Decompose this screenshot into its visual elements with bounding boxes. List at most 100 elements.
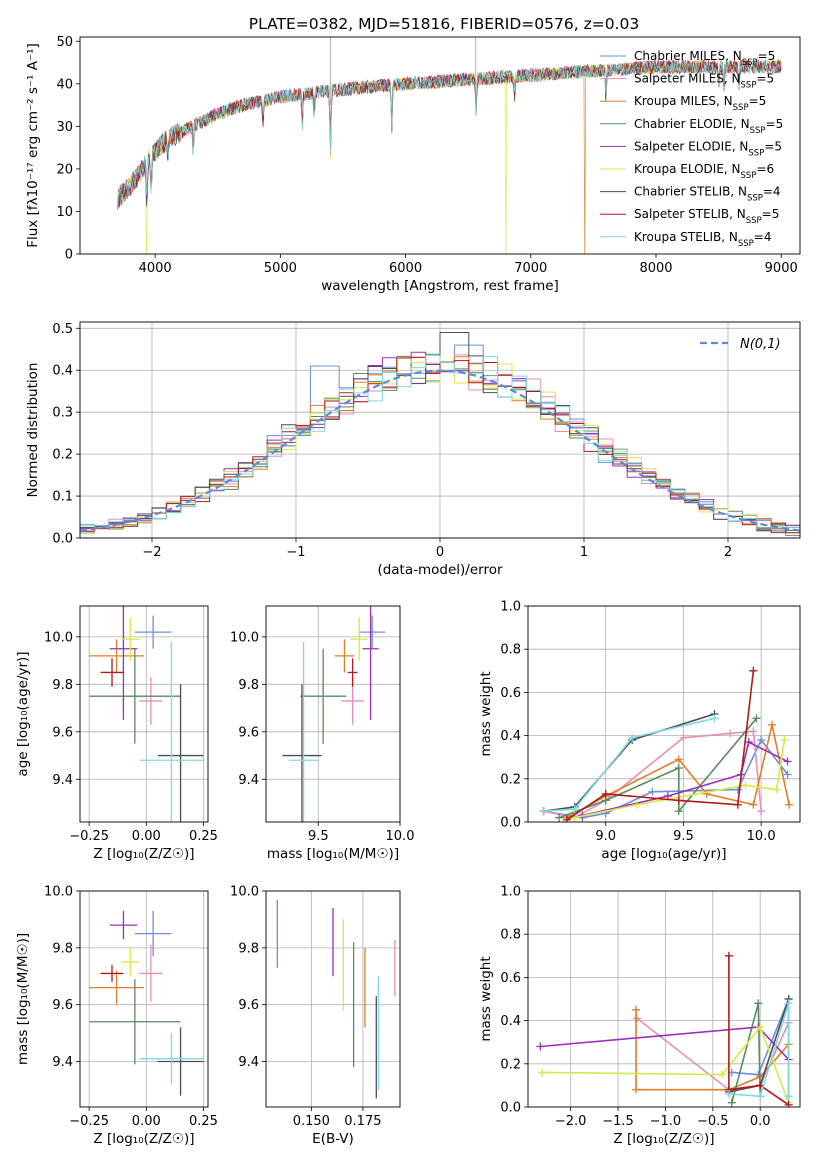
chart-title: PLATE=0382, MJD=51816, FIBERID=0576, z=0… xyxy=(249,15,639,33)
x-tick-label: 0.25 xyxy=(189,1114,218,1129)
mass-weight-marker xyxy=(749,800,758,809)
axes-frame xyxy=(265,890,401,1108)
x-tick-label: 9000 xyxy=(765,261,798,276)
axes-frame xyxy=(79,321,801,539)
mass-weight-marker xyxy=(757,807,766,816)
mass-weight-marker xyxy=(601,789,610,798)
legend-label-krou_stelib: Kroupa STELIB, NSSP=4 xyxy=(634,230,772,249)
y-tick-label: 9.6 xyxy=(238,998,259,1013)
errorbar-chab_miles xyxy=(134,910,172,957)
mass-weight-marker xyxy=(628,733,637,742)
y-tick-label: 10.0 xyxy=(230,885,259,900)
mass-weight-marker xyxy=(570,805,579,814)
errorbar-salp_stelib xyxy=(100,658,124,687)
legend-label-salp_elodie: Salpeter ELODIE, NSSP=5 xyxy=(634,139,782,158)
legend-label-krou_elodie: Kroupa ELODIE, NSSP=6 xyxy=(634,162,774,181)
y-tick-label: 9.8 xyxy=(52,941,73,956)
y-tick-label: 0.0 xyxy=(500,816,521,831)
mass-weight-series-krou_stelib xyxy=(543,717,715,812)
x-tick-label: 0.150 xyxy=(293,1114,330,1129)
y-axis-label: Normed distribution xyxy=(25,363,41,498)
x-tick-label: 9.0 xyxy=(595,829,616,844)
mass-weight-series-krou_stelib xyxy=(728,1003,790,1098)
y-tick-label: 1.0 xyxy=(500,600,521,615)
mass-weight-marker xyxy=(768,720,777,729)
x-tick-label: 9.5 xyxy=(673,829,694,844)
y-axis-label: Flux [fλ10⁻¹⁷ erg cm⁻² s⁻¹ A⁻¹] xyxy=(25,43,41,248)
x-tick-label: 8000 xyxy=(639,261,672,276)
mass-weight-marker xyxy=(724,951,733,960)
mass-weight-marker xyxy=(784,1092,793,1101)
mass-weight-marker xyxy=(632,1005,641,1014)
y-tick-label: 0.4 xyxy=(500,729,521,744)
x-tick-label: 4000 xyxy=(139,261,172,276)
mass-weight-marker xyxy=(724,1090,733,1099)
axes-frame xyxy=(79,890,209,1108)
mass-weight-marker xyxy=(783,770,792,779)
y-tick-label: 0.4 xyxy=(500,1014,521,1029)
errorbar-chab_miles xyxy=(134,615,172,649)
y-tick-label: 50 xyxy=(56,35,73,50)
legend-label-chab_miles: Chabrier MILES, NSSP=5 xyxy=(634,49,775,68)
x-axis-label: age [log₁₀(age/yr)] xyxy=(601,846,726,862)
y-tick-label: 9.6 xyxy=(52,725,73,740)
errorbar-krou_miles xyxy=(334,639,355,673)
y-tick-label: 0.0 xyxy=(500,1101,521,1116)
gaussian-curve xyxy=(80,369,800,532)
x-tick-label: −1 xyxy=(286,545,305,560)
spectrum-panel: 4000 5000 6000 7000 8000 9000 0 10 20 30 40 50 wavel… xyxy=(25,15,801,294)
mass-weight-marker xyxy=(538,1068,547,1077)
y-tick-label: 10.0 xyxy=(230,630,259,645)
x-axis-label: wavelength [Angstrom, rest frame] xyxy=(321,278,559,294)
y-axis-label: age [log₁₀(age/yr)] xyxy=(15,651,31,776)
x-axis-label: E(B-V) xyxy=(312,1131,354,1147)
y-tick-label: 10.0 xyxy=(44,885,73,900)
mass_ebv-panel: 0.150 0.175 9.4 9.6 9.8 10.0 E(B-V) xyxy=(230,885,401,1147)
mass-weight-marker xyxy=(726,729,735,738)
x-tick-label: 9.5 xyxy=(308,829,329,844)
mw_Z-panel: −2.0 −1.5 −1.0 −0.5 0.0 0.0 0.2 0.4 0.6 0.8 1.0 Z [… xyxy=(478,885,801,1147)
mass-weight-marker xyxy=(727,1098,736,1107)
mass-weight-marker xyxy=(674,764,683,772)
x-tick-label: −1.0 xyxy=(650,1114,682,1129)
y-tick-label: 9.4 xyxy=(238,1055,259,1070)
mass-weight-marker xyxy=(632,1014,641,1023)
mass-weight-marker xyxy=(648,787,657,796)
mass-weight-marker xyxy=(754,999,763,1008)
legend-label-salp_stelib: Salpeter STELIB, NSSP=5 xyxy=(634,207,779,226)
age_mass-points xyxy=(282,606,386,822)
mass-weight-marker xyxy=(718,1070,727,1079)
errorbar-krou_stelib xyxy=(139,1033,204,1085)
x-tick-label: 0 xyxy=(436,545,444,560)
mass-weight-marker xyxy=(674,755,683,764)
mass-weight-marker xyxy=(744,738,753,747)
mass-weight-marker xyxy=(784,1100,793,1107)
mass-weight-marker xyxy=(785,800,794,809)
mass-weight-marker xyxy=(679,733,688,742)
mass-weight-series-krou_elodie xyxy=(542,1025,790,1103)
mass-weight-marker xyxy=(741,781,750,790)
mass-weight-marker xyxy=(749,666,758,675)
axes-frame xyxy=(527,890,801,1108)
mass-weight-marker xyxy=(783,757,792,766)
y-tick-label: 9.4 xyxy=(52,773,73,788)
y-tick-label: 9.6 xyxy=(238,725,259,740)
mass-weight-series-salp_stelib xyxy=(728,955,790,1106)
age_Z-panel: −0.25 0.00 0.25 9.4 9.6 9.8 10.0 Z [log₁₀(Z/Z☉)… xyxy=(15,605,218,862)
x-tick-label: 10.0 xyxy=(386,829,415,844)
mass-weight-marker xyxy=(733,800,742,809)
axes-frame xyxy=(527,605,801,823)
x-tick-label: −2 xyxy=(142,545,161,560)
mass-weight-marker xyxy=(749,727,758,736)
spectrum-lines xyxy=(117,37,782,254)
x-axis-label: Z [log₁₀(Z/Z☉)] xyxy=(613,1131,714,1147)
errorbar-salp_miles xyxy=(139,677,163,725)
y-tick-label: 0.8 xyxy=(500,643,521,658)
y-tick-label: 0.5 xyxy=(52,322,73,337)
x-tick-label: −1.5 xyxy=(602,1114,634,1129)
x-tick-label: 5000 xyxy=(264,261,297,276)
mass-weight-marker xyxy=(702,789,711,798)
y-tick-label: 10.0 xyxy=(44,630,73,645)
errorbar-salp_stelib xyxy=(347,658,358,687)
